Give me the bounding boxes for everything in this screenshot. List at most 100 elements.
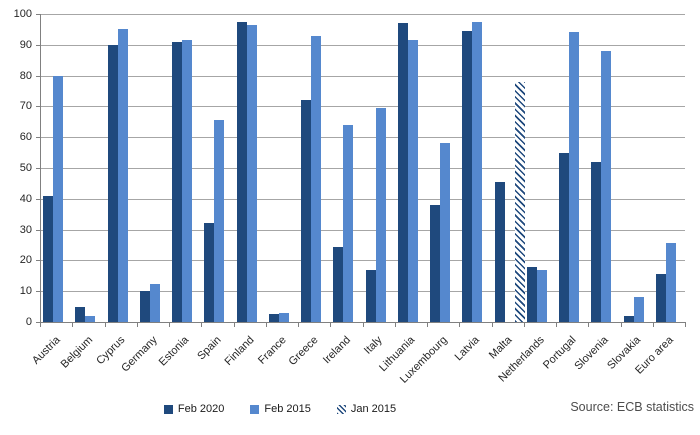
gridline xyxy=(40,44,685,46)
y-axis-tick xyxy=(36,322,40,323)
bar-feb-2015-france xyxy=(278,312,289,322)
x-axis-tick xyxy=(72,323,74,327)
x-axis-tick xyxy=(298,323,299,327)
bar-feb-2015-lithuania xyxy=(407,40,418,322)
x-axis-tick xyxy=(588,323,590,327)
gridline xyxy=(40,106,685,108)
bar-feb-2015-austria xyxy=(53,75,63,322)
gridline xyxy=(40,260,685,262)
y-axis-label: 0 xyxy=(25,316,32,328)
y-axis-tick xyxy=(36,44,40,46)
bar-feb-2020-latvia xyxy=(462,30,473,322)
legend-label: Feb 2020 xyxy=(177,403,225,415)
x-axis-label-wrap: Euro area xyxy=(567,330,676,377)
x-axis-tick xyxy=(136,323,138,327)
y-axis-tick xyxy=(36,291,40,293)
bar-feb-2015-portugal xyxy=(569,32,579,322)
y-axis-tick xyxy=(36,106,40,108)
x-axis-tick xyxy=(427,323,428,327)
x-axis-tick xyxy=(491,323,493,327)
x-axis-tick xyxy=(394,323,396,327)
y-axis-label: 60 xyxy=(19,131,32,144)
bar-feb-2020-spain xyxy=(204,223,215,322)
y-axis-label: 90 xyxy=(19,38,32,51)
bar-feb-2020-luxembourg xyxy=(430,204,440,322)
x-axis-tick xyxy=(523,323,525,327)
gridline xyxy=(40,75,685,77)
x-axis-tick xyxy=(459,323,461,327)
x-axis xyxy=(40,322,686,323)
bar-feb-2020-finland xyxy=(236,21,247,322)
x-axis-tick xyxy=(201,323,203,327)
x-axis-tick xyxy=(685,323,686,327)
legend-item-jan-2015: Jan 2015 xyxy=(336,403,396,415)
bar-jan-2015-malta xyxy=(514,81,525,322)
bar-feb-2020-belgium xyxy=(75,306,86,322)
x-axis-tick xyxy=(556,323,557,327)
gridline xyxy=(40,229,685,231)
bar-feb-2020-lithuania xyxy=(397,23,408,322)
bar-feb-2020-france xyxy=(268,314,279,322)
bar-feb-2015-slovenia xyxy=(601,50,612,322)
bar-feb-2015-finland xyxy=(246,24,257,322)
x-axis-tick xyxy=(265,323,267,327)
bar-feb-2020-malta xyxy=(494,181,505,322)
y-axis-label: 20 xyxy=(19,254,32,267)
gridline xyxy=(40,168,685,169)
y-axis-tick xyxy=(36,260,40,262)
bar-feb-2020-slovakia xyxy=(623,315,634,322)
y-axis-label: 70 xyxy=(19,100,32,113)
bar-feb-2020-portugal xyxy=(559,152,569,322)
x-axis-tick xyxy=(652,323,654,327)
chart-legend: Feb 2020 Feb 2015 Jan 2015 xyxy=(0,403,560,415)
bar-feb-2015-ireland xyxy=(343,124,354,322)
legend-item-feb-2020: Feb 2020 xyxy=(163,403,225,415)
feb-2015-swatch-icon xyxy=(250,404,260,414)
bar-feb-2020-estonia xyxy=(172,41,182,322)
y-axis xyxy=(40,14,41,322)
bar-feb-2015-latvia xyxy=(472,21,483,322)
gridline xyxy=(40,291,685,293)
bar-feb-2015-netherlands xyxy=(536,269,547,322)
gridline xyxy=(40,198,685,200)
bar-feb-2015-spain xyxy=(214,120,225,322)
x-axis-tick xyxy=(40,323,41,327)
bar-feb-2015-belgium xyxy=(85,315,96,322)
bar-feb-2015-italy xyxy=(375,107,386,322)
y-axis-label: 100 xyxy=(13,8,32,20)
x-axis-tick xyxy=(233,323,235,327)
x-axis-label: Euro area xyxy=(632,334,676,377)
y-axis-tick xyxy=(36,14,40,15)
x-axis-tick xyxy=(362,323,364,327)
y-axis-label: 40 xyxy=(19,192,32,205)
y-axis-label: 30 xyxy=(19,223,32,236)
bar-feb-2020-slovenia xyxy=(591,161,602,322)
bar-feb-2015-slovakia xyxy=(633,297,644,322)
y-axis-tick xyxy=(36,75,40,77)
bar-feb-2020-euro-area xyxy=(655,274,666,322)
x-axis-tick xyxy=(330,323,332,327)
legend-label: Feb 2015 xyxy=(264,403,311,415)
bar-feb-2015-euro-area xyxy=(665,243,676,322)
y-axis-tick xyxy=(36,229,40,231)
x-axis-tick xyxy=(169,323,170,327)
bar-feb-2020-greece xyxy=(301,100,311,322)
bar-feb-2020-austria xyxy=(43,195,53,322)
bar-feb-2020-germany xyxy=(139,291,150,322)
bar-feb-2020-italy xyxy=(365,269,376,322)
bar-feb-2015-luxembourg xyxy=(440,143,450,322)
bar-feb-2015-cyprus xyxy=(117,29,128,322)
y-axis-label: 80 xyxy=(19,69,32,82)
y-axis-label: 50 xyxy=(19,162,32,174)
bar-feb-2015-germany xyxy=(149,283,160,322)
y-axis-tick xyxy=(36,137,40,139)
gridline xyxy=(40,14,685,15)
jan-2015-swatch-icon xyxy=(336,404,346,414)
source-attribution: Source: ECB statistics xyxy=(570,400,694,414)
x-axis-tick xyxy=(620,323,622,327)
feb-2020-swatch-icon xyxy=(163,404,173,414)
legend-item-feb-2015: Feb 2015 xyxy=(250,403,311,415)
bar-feb-2020-netherlands xyxy=(526,266,537,322)
bar-feb-2020-cyprus xyxy=(107,44,118,322)
